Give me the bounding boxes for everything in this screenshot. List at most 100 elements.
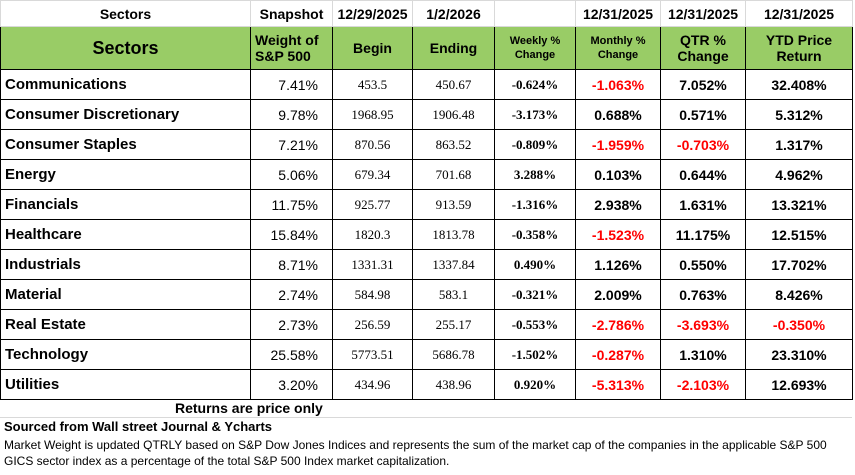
data-cell: 925.77 [332,189,413,220]
data-cell: 1.310% [660,339,746,370]
data-cell: 0.103% [575,159,661,190]
data-cell: 7.41% [250,69,333,100]
data-cell: Technology [0,339,251,370]
data-cell: 1.126% [575,249,661,280]
data-cell: 15.84% [250,219,333,250]
data-cell: -0.553% [494,309,576,340]
data-cell: 3.20% [250,369,333,400]
data-cell: Communications [0,69,251,100]
data-cell: -1.316% [494,189,576,220]
data-cell: Real Estate [0,309,251,340]
data-cell: 0.644% [660,159,746,190]
body-row: Consumer Discretionary 9.78% 1968.95 1906.4… [0,99,853,130]
data-cell: Industrials [0,249,251,280]
data-cell: -1.502% [494,339,576,370]
data-cell: 1906.48 [412,99,495,130]
data-cell: 256.59 [332,309,413,340]
body-row: Financials 11.75% 925.77 913.59 -1.316% 2.938… [0,189,853,220]
data-cell: Financials [0,189,251,220]
header-cell: YTD Price Return [745,26,853,70]
top-cell: 12/31/2025 [575,0,661,27]
top-cell [494,0,576,27]
top-cell: 12/31/2025 [745,0,853,27]
data-cell: Consumer Discretionary [0,99,251,130]
data-cell: -0.703% [660,129,746,160]
data-cell: 9.78% [250,99,333,130]
top-cell: 12/29/2025 [332,0,413,27]
body-row: Technology 25.58% 5773.51 5686.78 -1.502% -0.… [0,339,853,370]
top-cell: 1/2/2026 [412,0,495,27]
data-cell: 2.938% [575,189,661,220]
data-cell: 13.321% [745,189,853,220]
data-cell: 438.96 [412,369,495,400]
data-cell: 12.515% [745,219,853,250]
data-cell: 0.920% [494,369,576,400]
data-cell: 1820.3 [332,219,413,250]
body-row: Real Estate 2.73% 256.59 255.17 -0.553% -2.78… [0,309,853,340]
data-cell: 8.426% [745,279,853,310]
data-cell: Material [0,279,251,310]
data-cell: 5773.51 [332,339,413,370]
data-cell: 1.631% [660,189,746,220]
data-cell: 584.98 [332,279,413,310]
data-cell: -0.358% [494,219,576,250]
data-cell: -0.321% [494,279,576,310]
body-row: Consumer Staples 7.21% 870.56 863.52 -0.809%… [0,129,853,160]
data-cell: 913.59 [412,189,495,220]
weight-note: Market Weight is updated QTRLY based on … [4,438,827,468]
data-cell: 23.310% [745,339,853,370]
data-cell: 0.688% [575,99,661,130]
source-note: Sourced from Wall street Journal & Ychar… [4,419,273,434]
data-cell: -1.959% [575,129,661,160]
data-cell: 7.052% [660,69,746,100]
data-cell: 1.317% [745,129,853,160]
data-cell: 583.1 [412,279,495,310]
data-cell: -2.786% [575,309,661,340]
top-cell: Sectors [0,0,251,27]
body-row: Utilities 3.20% 434.96 438.96 0.920% -5.313% -… [0,369,853,400]
header-cell: Ending [412,26,495,70]
price-note: Returns are price only [0,400,852,418]
sector-table: Sectors Snapshot 12/29/2025 1/2/2026 12/31/2… [0,0,853,400]
data-cell: 870.56 [332,129,413,160]
data-cell: 3.288% [494,159,576,190]
body-row: Communications 7.41% 453.5 450.67 -0.624% -1.… [0,69,853,100]
data-cell: 11.175% [660,219,746,250]
data-cell: 450.67 [412,69,495,100]
data-cell: 4.962% [745,159,853,190]
data-cell: 1968.95 [332,99,413,130]
header-cell: Sectors [0,26,251,70]
header-cell: Weekly % Change [494,26,576,70]
data-cell: 1813.78 [412,219,495,250]
data-cell: Energy [0,159,251,190]
data-cell: 0.763% [660,279,746,310]
data-cell: 11.75% [250,189,333,220]
data-cell: 5686.78 [412,339,495,370]
data-cell: -5.313% [575,369,661,400]
body-row: Industrials 8.71% 1331.31 1337.84 0.490% 1.12… [0,249,853,280]
data-cell: 12.693% [745,369,853,400]
top-cell: Snapshot [250,0,333,27]
data-cell: 5.312% [745,99,853,130]
top-cell: 12/31/2025 [660,0,746,27]
header-cell: Weight of S&P 500 [250,26,333,70]
top-row: Sectors Snapshot 12/29/2025 1/2/2026 12/31/2… [0,0,853,27]
data-cell: 701.68 [412,159,495,190]
data-cell: 2.74% [250,279,333,310]
data-cell: 5.06% [250,159,333,190]
data-cell: Utilities [0,369,251,400]
body-row: Energy 5.06% 679.34 701.68 3.288% 0.103% 0.644… [0,159,853,190]
data-cell: Healthcare [0,219,251,250]
data-cell: 32.408% [745,69,853,100]
data-cell: 7.21% [250,129,333,160]
header-cell: QTR % Change [660,26,746,70]
data-cell: 0.571% [660,99,746,130]
data-cell: 679.34 [332,159,413,190]
data-cell: 2.73% [250,309,333,340]
data-cell: -1.063% [575,69,661,100]
data-cell: -0.624% [494,69,576,100]
data-cell: 255.17 [412,309,495,340]
data-cell: 0.550% [660,249,746,280]
header-cell: Monthly % Change [575,26,661,70]
